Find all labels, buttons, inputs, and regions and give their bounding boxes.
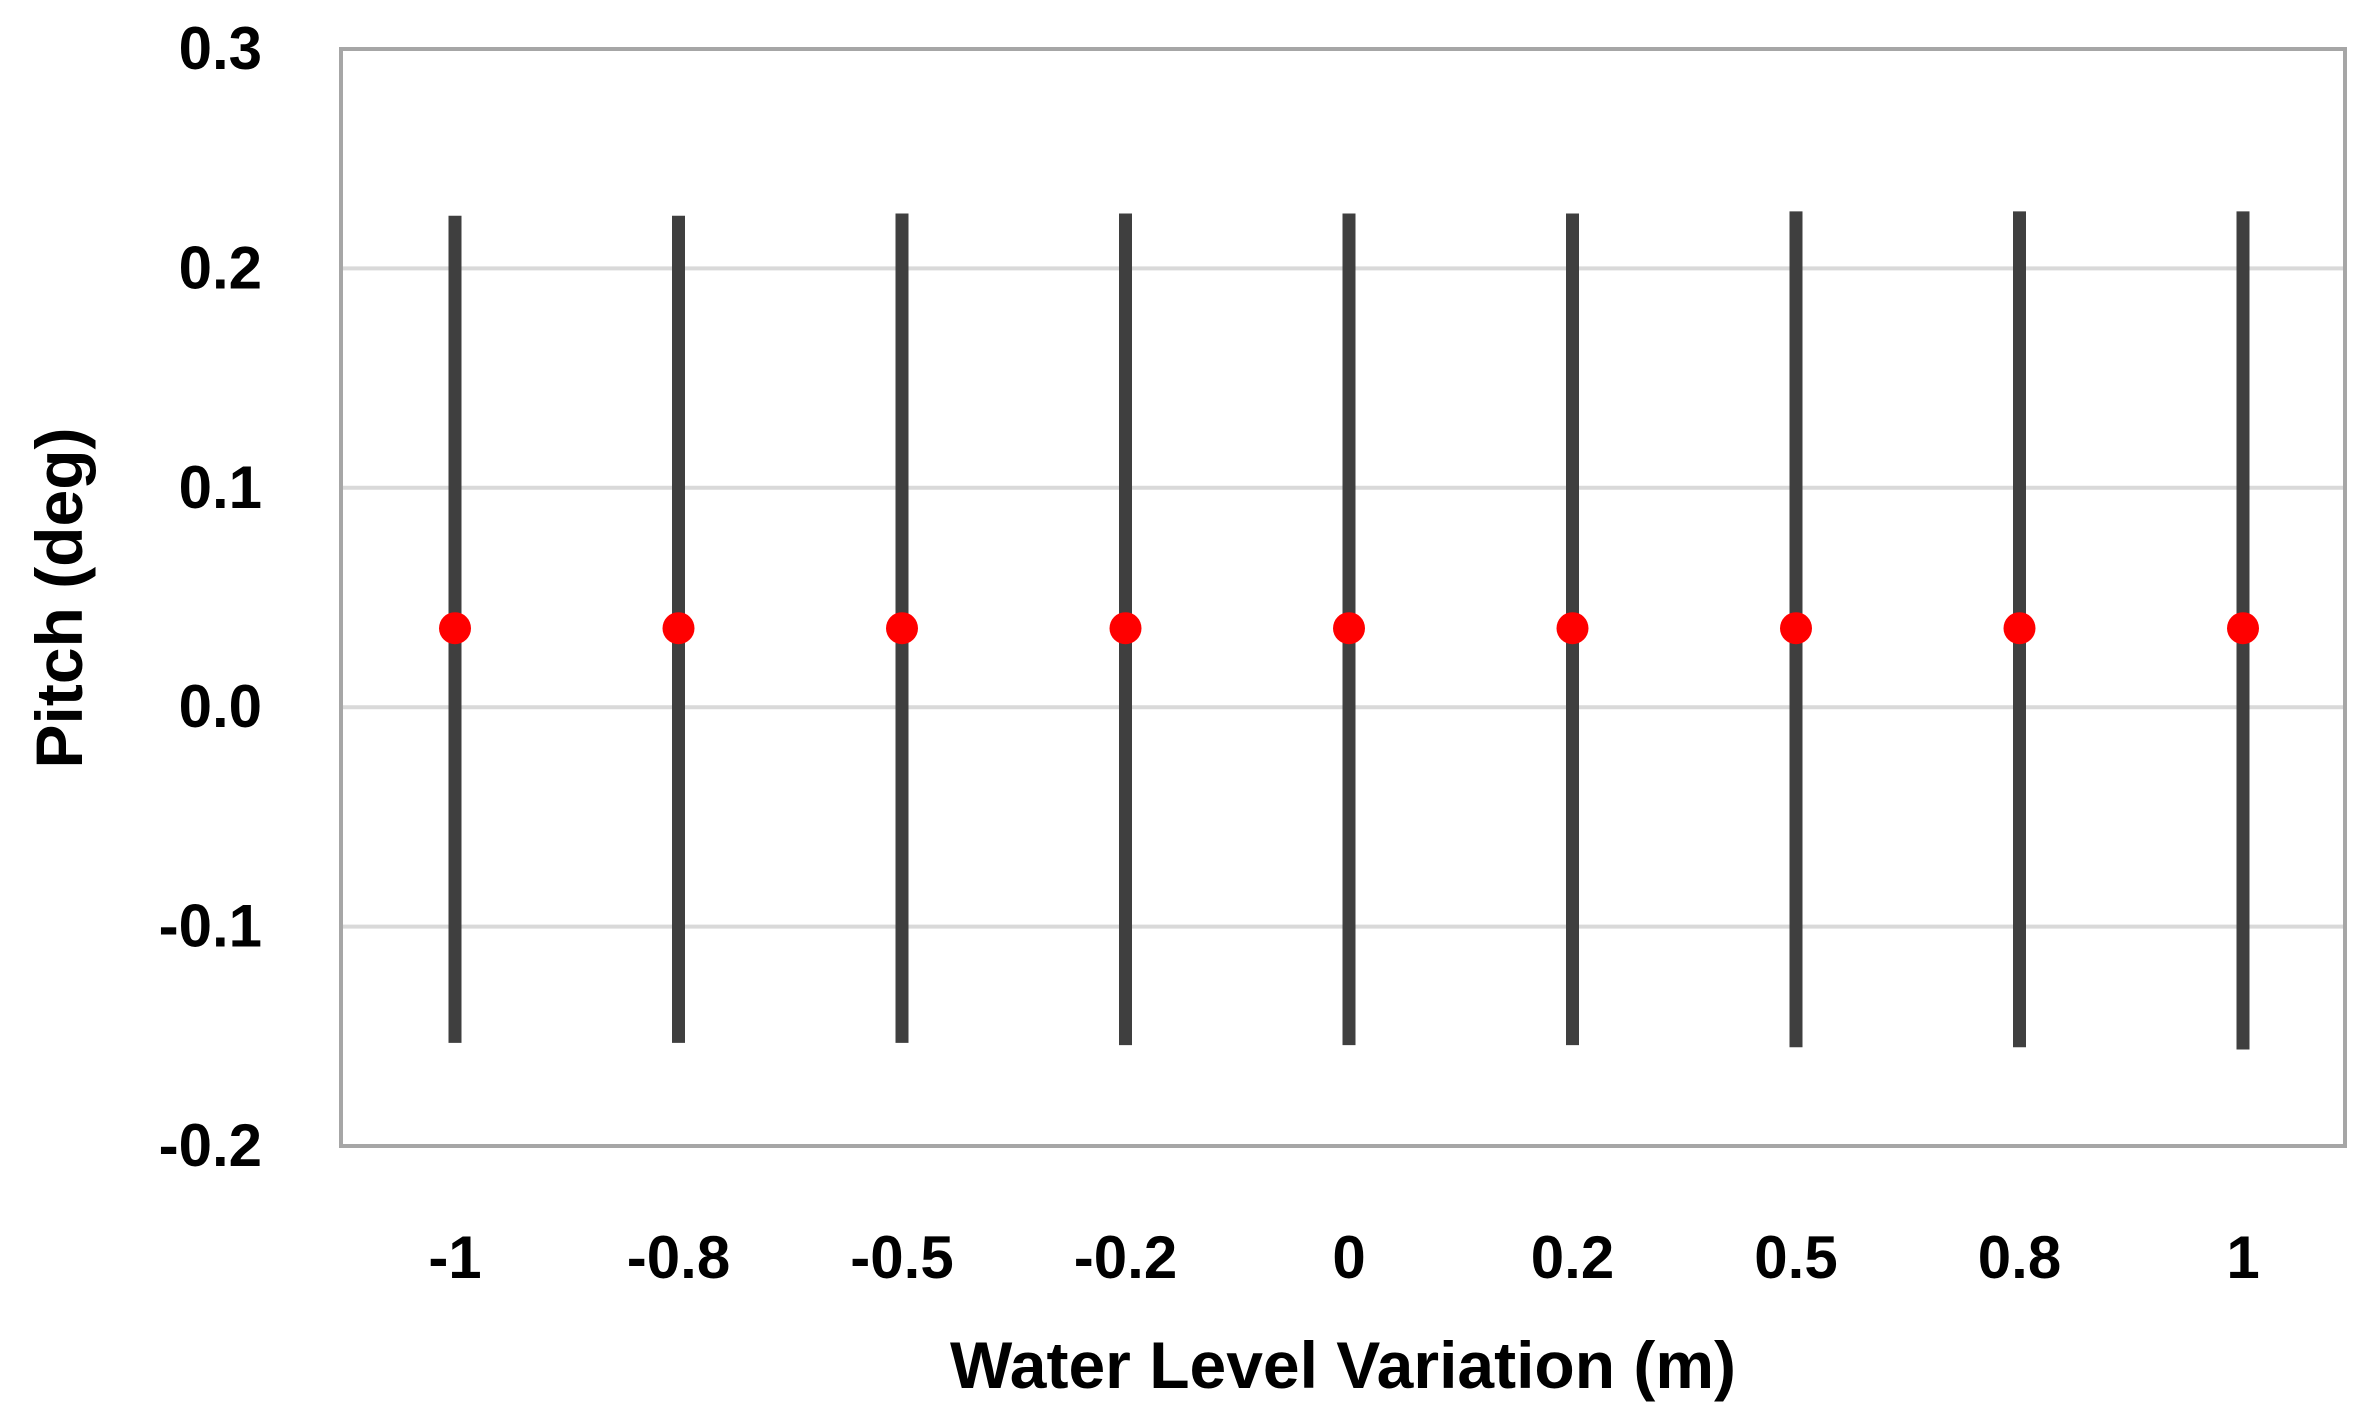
x-axis-title: Water Level Variation (m) (950, 1328, 1736, 1402)
y-tick-label: 0.0 (179, 673, 262, 740)
mean-point (1780, 612, 1812, 645)
mean-markers (439, 612, 2259, 645)
x-tick-label: 0 (1332, 1224, 1365, 1291)
y-axis-title: Pitch (deg) (22, 428, 96, 769)
x-axis-tick-labels: -1 -0.8 -0.5 -0.2 0 0.2 0.5 0.8 1 (428, 1224, 2259, 1291)
mean-point (886, 612, 918, 645)
mean-point (2227, 612, 2259, 645)
mean-point (662, 612, 695, 645)
y-tick-label: -0.1 (159, 893, 262, 960)
x-tick-label: 0.2 (1531, 1224, 1614, 1291)
x-tick-label: -0.5 (850, 1224, 953, 1291)
x-tick-label: 0.5 (1754, 1224, 1837, 1291)
x-tick-label: 0.8 (1978, 1224, 2061, 1291)
x-tick-label: -1 (428, 1224, 481, 1291)
y-tick-label: 0.1 (179, 454, 262, 521)
mean-point (439, 612, 471, 645)
plot-frame (339, 47, 2347, 1148)
y-tick-label: -0.2 (159, 1112, 262, 1179)
mean-point (1109, 612, 1142, 645)
mean-point (1556, 612, 1589, 645)
mean-point (1333, 612, 1365, 645)
y-axis-tick-labels: -0.2 -0.1 0.0 0.1 0.2 0.3 (159, 15, 262, 1179)
x-tick-label: 1 (2226, 1224, 2259, 1291)
y-tick-label: 0.2 (179, 234, 262, 301)
y-tick-label: 0.3 (179, 15, 262, 82)
x-tick-label: -0.8 (627, 1224, 730, 1291)
mean-point (2003, 612, 2036, 645)
x-tick-label: -0.2 (1074, 1224, 1177, 1291)
